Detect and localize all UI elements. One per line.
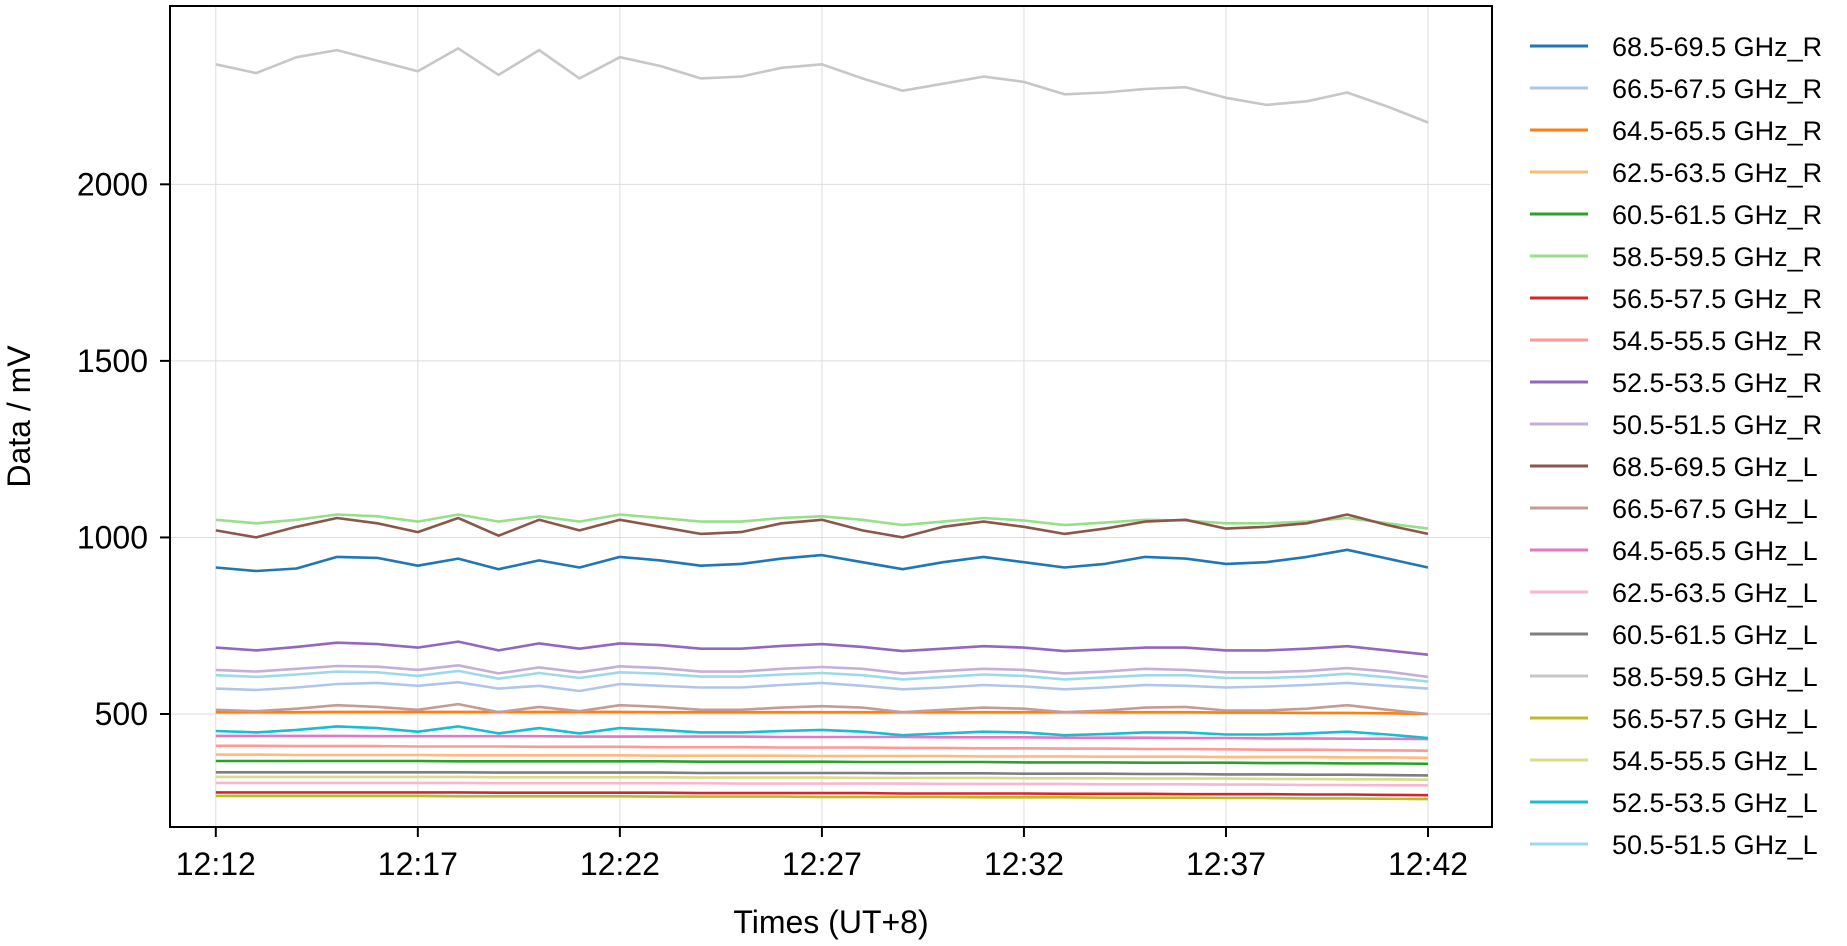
legend-label: 64.5-65.5 GHz_L bbox=[1612, 536, 1818, 566]
y-tick-label: 1000 bbox=[77, 519, 148, 555]
series-line-10 bbox=[215, 664, 1429, 679]
legend-label: 64.5-65.5 GHz_R bbox=[1612, 116, 1822, 146]
series-line-17 bbox=[215, 794, 1429, 801]
x-tick-label: 12:12 bbox=[176, 846, 256, 882]
legend-label: 54.5-55.5 GHz_R bbox=[1612, 326, 1822, 356]
series-line-1 bbox=[215, 548, 1429, 573]
grid-layer bbox=[170, 6, 1492, 827]
x-axis-label: Times (UT+8) bbox=[733, 904, 928, 940]
legend-label: 52.5-53.5 GHz_L bbox=[1612, 788, 1818, 818]
legend-label: 68.5-69.5 GHz_L bbox=[1612, 452, 1818, 482]
series-line-9 bbox=[215, 640, 1429, 656]
series-line-8 bbox=[215, 744, 1429, 752]
series-line-3 bbox=[215, 710, 1429, 716]
series-line-19 bbox=[215, 725, 1429, 740]
series-line-13 bbox=[215, 734, 1429, 741]
series-line-18 bbox=[215, 775, 1429, 781]
legend-label: 58.5-59.5 GHz_R bbox=[1612, 242, 1822, 272]
series-layer bbox=[215, 47, 1429, 801]
x-tick-label: 12:22 bbox=[580, 846, 660, 882]
y-tick-label: 1500 bbox=[77, 343, 148, 379]
y-tick-label: 500 bbox=[95, 696, 148, 732]
legend-label: 66.5-67.5 GHz_L bbox=[1612, 494, 1818, 524]
series-line-11 bbox=[215, 513, 1429, 539]
legend-label: 60.5-61.5 GHz_R bbox=[1612, 200, 1822, 230]
legend-label: 60.5-61.5 GHz_L bbox=[1612, 620, 1818, 650]
legend-label: 50.5-51.5 GHz_L bbox=[1612, 830, 1818, 860]
series-line-7 bbox=[215, 791, 1429, 797]
y-tick-label: 2000 bbox=[77, 166, 148, 202]
plot-frame bbox=[169, 5, 1493, 828]
series-line-15 bbox=[215, 771, 1429, 777]
series-line-4 bbox=[215, 753, 1429, 760]
x-tick-label: 12:17 bbox=[378, 846, 458, 882]
axis-layer: 12:12 12:17 12:22 12:27 12:32 12:37 12:42 500 10… bbox=[77, 166, 1468, 882]
series-line-5 bbox=[215, 759, 1429, 766]
legend-label: 54.5-55.5 GHz_L bbox=[1612, 746, 1818, 776]
series-line-16 bbox=[215, 47, 1429, 124]
x-tick-label: 12:32 bbox=[984, 846, 1064, 882]
legend-label: 56.5-57.5 GHz_R bbox=[1612, 284, 1822, 314]
series-line-6 bbox=[215, 513, 1429, 530]
series-line-14 bbox=[215, 781, 1428, 787]
series-line-12 bbox=[215, 702, 1429, 716]
legend: 68.5-69.5 GHz_R 66.5-67.5 GHz_R 64.5-65.5 … bbox=[1530, 32, 1822, 860]
y-axis-label: Data / mV bbox=[1, 345, 37, 488]
series-line-20 bbox=[215, 669, 1429, 683]
x-tick-label: 12:42 bbox=[1388, 846, 1468, 882]
legend-label: 66.5-67.5 GHz_R bbox=[1612, 74, 1822, 104]
legend-label: 50.5-51.5 GHz_R bbox=[1612, 410, 1822, 440]
legend-label: 62.5-63.5 GHz_L bbox=[1612, 578, 1818, 608]
legend-label: 56.5-57.5 GHz_L bbox=[1612, 704, 1818, 734]
series-line-2 bbox=[215, 680, 1429, 693]
legend-label: 68.5-69.5 GHz_R bbox=[1612, 32, 1822, 62]
legend-label: 58.5-59.5 GHz_L bbox=[1612, 662, 1818, 692]
x-tick-label: 12:27 bbox=[782, 846, 862, 882]
legend-label: 62.5-63.5 GHz_R bbox=[1612, 158, 1822, 188]
x-tick-label: 12:37 bbox=[1186, 846, 1266, 882]
legend-label: 52.5-53.5 GHz_R bbox=[1612, 368, 1822, 398]
